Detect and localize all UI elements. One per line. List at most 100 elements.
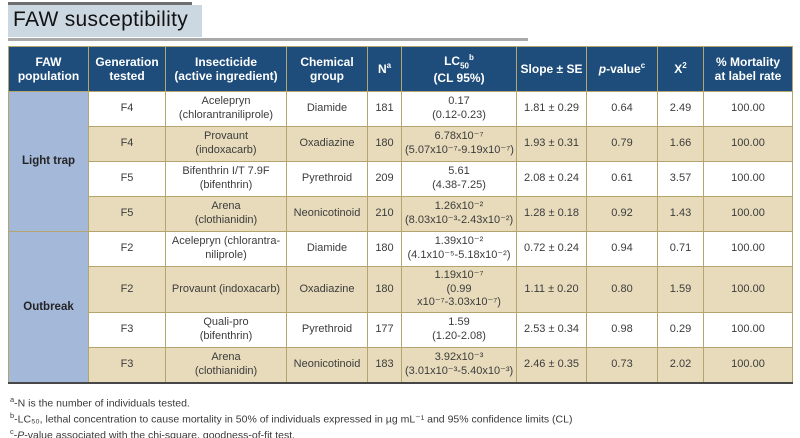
col-header-chi-square: X2 (657, 46, 704, 92)
col-header-faw-population: FAW population (8, 46, 89, 92)
cell-generation: F4 (88, 90, 166, 127)
cell-p-value: 0.98 (586, 312, 658, 349)
cell-lc50: 0.17 (0.12-0.23) (401, 90, 517, 127)
population-cell-outbreak: Outbreak (8, 230, 89, 384)
cell-lc50: 5.61 (4.38-7.25) (401, 160, 517, 197)
cell-p-value: 0.61 (586, 160, 658, 197)
cell-slope: 1.93 ± 0.31 (516, 125, 587, 162)
cell-insecticide: Arena (clothianidin) (165, 195, 287, 232)
cell-n: 177 (367, 312, 402, 349)
cell-lc50: 6.78x10⁻⁷ (5.07x10⁻⁷-9.19x10⁻⁷) (401, 125, 517, 162)
cell-chi-square: 1.66 (657, 125, 704, 162)
cell-generation: F2 (88, 230, 166, 267)
cell-chemical-group: Pyrethroid (286, 312, 368, 349)
cell-n: 210 (367, 195, 402, 232)
cell-insecticide: Acelepryn (chlorantraniliprole) (165, 90, 287, 127)
cell-chi-square: 1.59 (657, 265, 704, 314)
cell-slope: 1.11 ± 0.20 (516, 265, 587, 314)
title-top-bar (8, 2, 192, 5)
cell-n: 180 (367, 125, 402, 162)
table-row: F3 Arena (clothianidin) Neonicotinoid 18… (9, 347, 793, 384)
cell-chi-square: 2.02 (657, 347, 704, 384)
cell-lc50: 1.26x10⁻² (8.03x10⁻³-2.43x10⁻²) (401, 195, 517, 232)
cell-mortality: 100.00 (703, 347, 793, 384)
cell-generation: F3 (88, 312, 166, 349)
population-cell-light-trap: Light trap (8, 90, 89, 232)
cell-mortality: 100.00 (703, 230, 793, 267)
col-header-chemical-group: Chemical group (286, 46, 368, 92)
header-row: FAW population Generation tested Insecti… (8, 46, 793, 92)
cell-p-value: 0.92 (586, 195, 658, 232)
cell-n: 209 (367, 160, 402, 197)
cell-chi-square: 1.43 (657, 195, 704, 232)
cell-insecticide: Quali-pro (bifenthrin) (165, 312, 287, 349)
cell-n: 180 (367, 265, 402, 314)
col-header-percent-mortality: % Mortality at label rate (703, 46, 793, 92)
cell-slope: 2.08 ± 0.24 (516, 160, 587, 197)
cell-lc50: 1.39x10⁻² (4.1x10⁻⁵-5.18x10⁻²) (401, 230, 517, 267)
table-row: F3 Quali-pro (bifenthrin) Pyrethroid 177… (9, 312, 793, 349)
cell-chi-square: 0.71 (657, 230, 704, 267)
cell-generation: F2 (88, 265, 166, 314)
cell-chi-square: 0.29 (657, 312, 704, 349)
cell-generation: F5 (88, 160, 166, 197)
cell-insecticide: Provaunt (indoxacarb) (165, 265, 287, 314)
cell-lc50: 3.92x10⁻³ (3.01x10⁻³-5.40x10⁻³) (401, 347, 517, 384)
cell-n: 183 (367, 347, 402, 384)
cell-slope: 2.46 ± 0.35 (516, 347, 587, 384)
cell-generation: F3 (88, 347, 166, 384)
footnote-a: a-N is the number of individuals tested. (10, 394, 190, 410)
footnote-b: b-LC₅₀, lethal concentration to cause mo… (10, 410, 573, 426)
cell-n: 180 (367, 230, 402, 267)
cell-mortality: 100.00 (703, 90, 793, 127)
cell-mortality: 100.00 (703, 265, 793, 314)
footnotes: a-N is the number of individuals tested.… (10, 395, 792, 438)
cell-mortality: 100.00 (703, 312, 793, 349)
cell-mortality: 100.00 (703, 160, 793, 197)
cell-chemical-group: Diamide (286, 90, 368, 127)
cell-n: 181 (367, 90, 402, 127)
cell-lc50: 1.59 (1.20-2.08) (401, 312, 517, 349)
table-row: Light trap F4 Acelepryn (chlorantranilip… (8, 90, 793, 232)
cell-insecticide: Provaunt (indoxacarb) (165, 125, 287, 162)
cell-slope: 2.53 ± 0.34 (516, 312, 587, 349)
cell-lc50: 1.19x10⁻⁷ (0.99 x10⁻⁷-3.03x10⁻⁷) (401, 265, 517, 314)
col-header-insecticide: Insecticide (active ingredient) (165, 46, 287, 92)
cell-generation: F5 (88, 195, 166, 232)
col-header-slope-se: Slope ± SE (516, 46, 587, 92)
cell-chi-square: 3.57 (657, 160, 704, 197)
col-header-lc50: LC50b (CL 95%) (401, 46, 517, 92)
cell-mortality: 100.00 (703, 125, 793, 162)
cell-chemical-group: Pyrethroid (286, 160, 368, 197)
cell-insecticide: Acelepryn (chlorantra- niliprole) (165, 230, 287, 267)
susceptibility-table: FAW population Generation tested Insecti… (8, 46, 793, 384)
cell-generation: F4 (88, 125, 166, 162)
title-underline (8, 38, 528, 41)
cell-p-value: 0.94 (586, 230, 658, 267)
cell-chi-square: 2.49 (657, 90, 704, 127)
cell-insecticide: Bifenthrin I/T 7.9F (bifenthrin) (165, 160, 287, 197)
cell-slope: 1.81 ± 0.29 (516, 90, 587, 127)
col-header-p-value: p-valuec (586, 46, 658, 92)
col-header-n: Na (367, 46, 402, 92)
cell-p-value: 0.80 (586, 265, 658, 314)
cell-p-value: 0.64 (586, 90, 658, 127)
table-row: Outbreak F2 Acelepryn (chlorantra- nilip… (8, 230, 793, 384)
cell-p-value: 0.79 (586, 125, 658, 162)
footnote-c: c-P-value associated with the chi-square… (10, 426, 296, 438)
table-row: F2 Provaunt (indoxacarb) Oxadiazine 180 … (9, 265, 793, 314)
cell-p-value: 0.73 (586, 347, 658, 384)
cell-mortality: 100.00 (703, 195, 793, 232)
cell-chemical-group: Neonicotinoid (286, 347, 368, 384)
table-row: F5 Bifenthrin I/T 7.9F (bifenthrin) Pyre… (9, 160, 793, 197)
cell-chemical-group: Neonicotinoid (286, 195, 368, 232)
cell-slope: 1.28 ± 0.18 (516, 195, 587, 232)
col-header-generation-tested: Generation tested (88, 46, 166, 92)
table-row: F4 Provaunt (indoxacarb) Oxadiazine 180 … (9, 125, 793, 162)
cell-chemical-group: Oxadiazine (286, 125, 368, 162)
cell-chemical-group: Diamide (286, 230, 368, 267)
page-title: FAW susceptibility (8, 5, 202, 37)
cell-chemical-group: Oxadiazine (286, 265, 368, 314)
table-row: F5 Arena (clothianidin) Neonicotinoid 21… (9, 195, 793, 232)
